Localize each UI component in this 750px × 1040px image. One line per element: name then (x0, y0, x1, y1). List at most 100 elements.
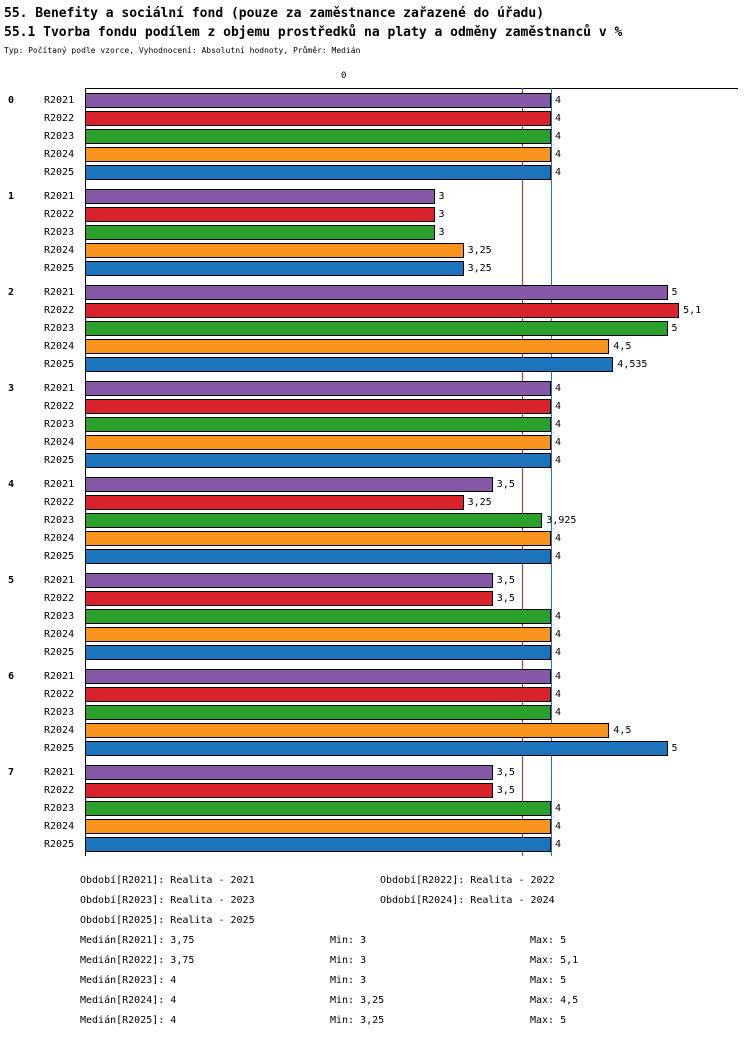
series-label: R2025 (44, 743, 75, 754)
stat-label: Medián[R2021]: 3,75 (80, 935, 195, 946)
bar-r2024 (85, 339, 610, 354)
stat-label: Min: 3,25 (330, 1015, 385, 1026)
bar-value-label: 3 (438, 191, 445, 202)
bar-value-label: 4 (555, 401, 562, 412)
group-label: 7 (8, 767, 15, 778)
series-label: R2021 (44, 191, 75, 202)
bar-value-label: 4 (555, 629, 562, 640)
bar-value-label: 3,5 (496, 593, 515, 604)
median-line (521, 88, 523, 856)
stat-label: Min: 3,25 (330, 995, 385, 1006)
series-label: R2023 (44, 227, 75, 238)
bar-r2022 (85, 399, 551, 414)
bar-r2021 (85, 669, 551, 684)
series-label: R2023 (44, 131, 75, 142)
bar-value-label: 5 (671, 743, 678, 754)
stat-label: Max: 4,5 (530, 995, 579, 1006)
bar-r2021 (85, 573, 493, 588)
series-label: R2022 (44, 113, 75, 124)
chart-title-line2: 55.1 Tvorba fondu podílem z objemu prost… (4, 25, 623, 40)
bar-value-label: 4,5 (613, 725, 632, 736)
bar-r2022 (85, 783, 493, 798)
series-label: R2024 (44, 821, 75, 832)
bar-value-label: 4 (555, 689, 562, 700)
series-label: R2022 (44, 401, 75, 412)
bar-r2024 (85, 819, 551, 834)
bar-value-label: 4 (555, 455, 562, 466)
bar-r2024 (85, 147, 551, 162)
bar-value-label: 4 (555, 611, 562, 622)
stat-label: Max: 5,1 (530, 955, 579, 966)
bar-r2024 (85, 531, 551, 546)
bar-r2022 (85, 207, 435, 222)
bar-value-label: 3,5 (496, 767, 515, 778)
bar-value-label: 4 (555, 419, 562, 430)
bar-value-label: 4 (555, 131, 562, 142)
bar-r2025 (85, 837, 551, 852)
stat-label: Medián[R2023]: 4 (80, 975, 177, 986)
bar-r2025 (85, 741, 668, 756)
group-label: 2 (8, 287, 15, 298)
series-label: R2021 (44, 767, 75, 778)
group-label: 4 (8, 479, 15, 490)
bar-r2021 (85, 189, 435, 204)
axis-zero-label: 0 (341, 71, 347, 81)
bar-value-label: 4,535 (617, 359, 648, 370)
bar-value-label: 3,925 (546, 515, 577, 526)
bar-chart: 0 R2021 4 R2022 4 R2023 4 R2024 4 R2025 4 1 R2021 3 R2… (0, 88, 750, 856)
period-label: Období[R2021]: Realita - 2021 (80, 875, 255, 886)
period-label: Období[R2022]: Realita - 2022 (380, 875, 555, 886)
stat-label: Min: 3 (330, 955, 367, 966)
series-label: R2024 (44, 341, 75, 352)
bar-r2023 (85, 609, 551, 624)
series-label: R2023 (44, 515, 75, 526)
series-label: R2024 (44, 245, 75, 256)
series-label: R2023 (44, 803, 75, 814)
group-label: 1 (8, 191, 15, 202)
bar-r2023 (85, 801, 551, 816)
period-label: Období[R2024]: Realita - 2024 (380, 895, 555, 906)
bar-r2021 (85, 765, 493, 780)
bar-r2023 (85, 417, 551, 432)
bar-value-label: 4 (555, 707, 562, 718)
bar-value-label: 4 (555, 551, 562, 562)
bar-r2023 (85, 129, 551, 144)
period-label: Období[R2025]: Realita - 2025 (80, 915, 255, 926)
series-label: R2023 (44, 611, 75, 622)
series-label: R2025 (44, 839, 75, 850)
bar-r2025 (85, 357, 614, 372)
bar-value-label: 3,25 (467, 497, 492, 508)
bar-value-label: 3,25 (467, 245, 492, 256)
bar-value-label: 3,5 (496, 575, 515, 586)
bar-r2023 (85, 225, 435, 240)
bar-value-label: 5 (671, 287, 678, 298)
bar-value-label: 5 (671, 323, 678, 334)
series-label: R2022 (44, 497, 75, 508)
bar-value-label: 4 (555, 383, 562, 394)
bar-r2023 (85, 513, 543, 528)
stat-label: Max: 5 (530, 975, 567, 986)
group-label: 0 (8, 95, 15, 106)
series-label: R2024 (44, 437, 75, 448)
bar-value-label: 3,5 (496, 785, 515, 796)
bar-r2021 (85, 381, 551, 396)
bar-r2025 (85, 645, 551, 660)
stat-label: Medián[R2025]: 4 (80, 1015, 177, 1026)
bar-value-label: 4 (555, 95, 562, 106)
bar-r2024 (85, 243, 464, 258)
bar-value-label: 4 (555, 113, 562, 124)
series-label: R2022 (44, 209, 75, 220)
chart-title-line1: 55. Benefity a sociální fond (pouze za z… (4, 6, 545, 21)
chart-subtitle: Typ: Počítaný podle vzorce, Vyhodnocení:… (4, 46, 361, 55)
series-label: R2025 (44, 551, 75, 562)
bar-r2023 (85, 705, 551, 720)
group-label: 3 (8, 383, 15, 394)
bar-value-label: 4 (555, 437, 562, 448)
bar-r2021 (85, 477, 493, 492)
series-label: R2022 (44, 593, 75, 604)
series-label: R2023 (44, 419, 75, 430)
stat-label: Max: 5 (530, 935, 567, 946)
bar-value-label: 3,25 (467, 263, 492, 274)
stat-label: Medián[R2024]: 4 (80, 995, 177, 1006)
series-label: R2025 (44, 167, 75, 178)
